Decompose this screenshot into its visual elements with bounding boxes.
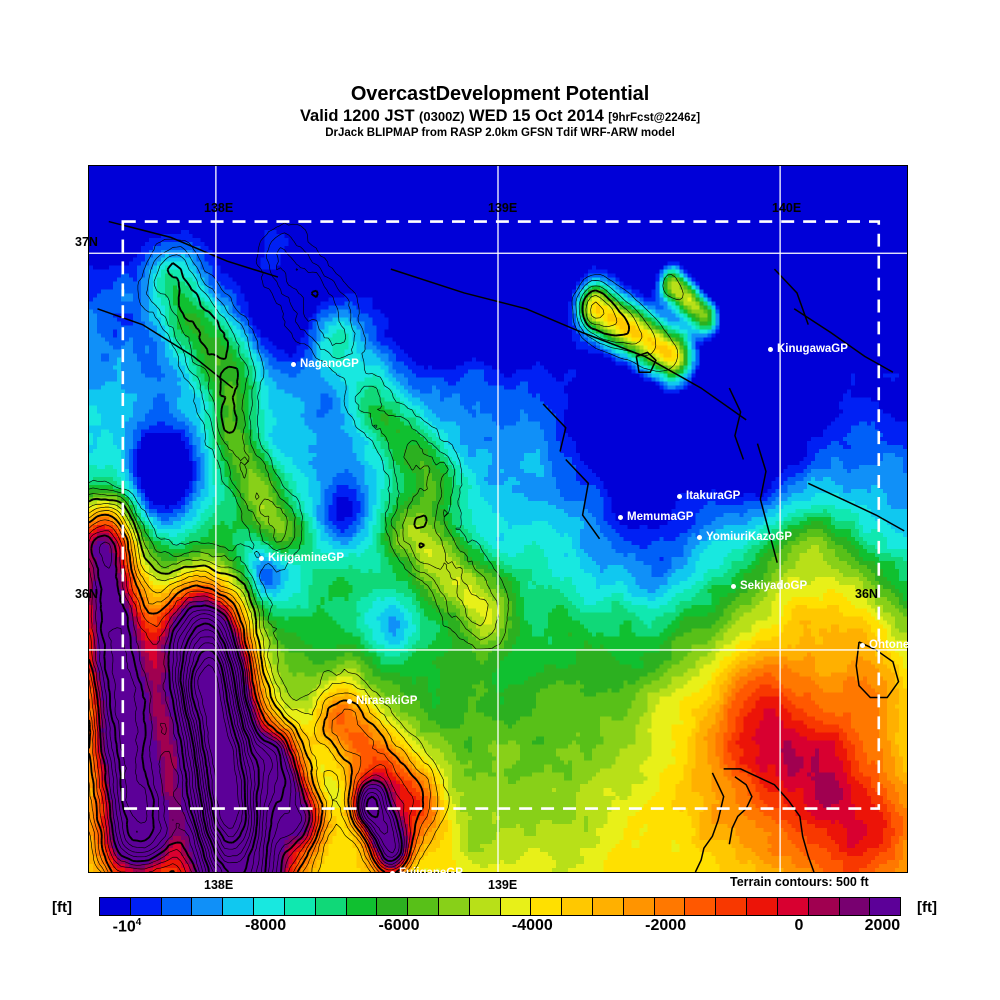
map-svg	[89, 166, 907, 872]
map-field-region	[89, 273, 907, 753]
coastline	[635, 351, 657, 373]
terrain-contour-major	[90, 534, 380, 872]
colorbar-swatch	[747, 898, 778, 915]
coastline	[756, 443, 778, 563]
valid-utc: (0300Z)	[419, 109, 465, 124]
terrain-contour-minor	[89, 222, 684, 872]
terrain-contour-major	[89, 262, 631, 872]
colorbar-swatch	[870, 898, 901, 915]
coastline	[728, 387, 745, 460]
map-field-region	[89, 253, 907, 645]
map-field-region	[89, 524, 896, 872]
terrain-contour-minor	[194, 656, 244, 838]
colorbar-swatch	[377, 898, 409, 915]
terrain-contour-major	[190, 649, 247, 844]
colorbar-swatch	[685, 898, 717, 915]
forecast-domain-box	[121, 220, 881, 810]
colorbar-tick: 0	[794, 917, 804, 934]
colorbar-swatch	[593, 898, 624, 915]
colorbar-swatch	[408, 898, 439, 915]
colorbar-swatch	[284, 898, 316, 915]
map-field-region	[89, 277, 907, 785]
colorbar-swatch	[346, 898, 378, 915]
coastline	[723, 768, 815, 872]
colorbar-tick: -8000	[245, 917, 287, 934]
forecast-tag: [9hrFcst@2246z]	[608, 112, 701, 124]
coastline	[773, 268, 809, 325]
colorbar-tick-min-base: -10	[112, 918, 136, 936]
coastline	[108, 220, 279, 278]
terrain-contour-minor	[89, 247, 643, 872]
map-canvas[interactable]	[88, 165, 908, 873]
colorbar-swatch	[223, 898, 255, 915]
terrain-contour-major	[179, 622, 260, 872]
terrain-contour-minor	[89, 524, 396, 872]
valid-time: Valid 1200 JST	[299, 107, 415, 125]
terrain-contour-minor	[89, 232, 657, 872]
coastline	[542, 403, 567, 452]
colorbar-tick-min-exponent: 4	[135, 917, 142, 928]
colorbar-swatch	[500, 898, 532, 915]
colorbar-swatch	[161, 898, 193, 915]
colorbar-swatch	[623, 898, 655, 915]
map-axis-tick: 138E	[204, 878, 234, 892]
colorbar-swatch	[192, 898, 224, 915]
colorbar-unit-left: [ft]	[52, 899, 72, 916]
terrain-contour-minor	[185, 636, 253, 857]
map-field-region	[89, 273, 907, 665]
title-block: OvercastDevelopment Potential Valid 1200…	[0, 84, 1000, 140]
colorbar-swatch	[254, 898, 285, 915]
terrain-contour-minor	[177, 618, 266, 872]
map-field-region	[89, 265, 907, 657]
colorbar-swatch	[654, 898, 686, 915]
colorbar-tick: 2000	[864, 917, 901, 934]
colorbar-swatch	[777, 898, 809, 915]
coastline	[807, 482, 905, 532]
colorbar-tick: -2000	[645, 917, 687, 934]
coastline	[97, 308, 234, 389]
map-axis-tick: 139E	[488, 878, 518, 892]
colorbar-swatch	[716, 898, 748, 915]
colorbar-unit-right: [ft]	[917, 899, 937, 916]
map-field-region	[89, 520, 904, 872]
colorbar-swatch	[130, 898, 162, 915]
terrain-contour-minor	[89, 301, 605, 872]
map-field-region	[89, 513, 907, 872]
valid-date: WED 15 Oct 2014	[469, 107, 604, 125]
terrain-contour-minor	[174, 613, 273, 872]
colorbar-swatch	[562, 898, 593, 915]
terrain-contour-note: Terrain contours: 500 ft	[730, 875, 869, 889]
colorbar-swatch	[438, 898, 470, 915]
coastline	[565, 458, 601, 540]
colorbar-swatch	[315, 898, 347, 915]
colorbar-swatch	[839, 898, 871, 915]
terrain-contour-minor	[89, 510, 405, 872]
colorbar-tick: -6000	[378, 917, 420, 934]
coastline	[694, 772, 725, 872]
coastline	[793, 308, 894, 373]
terrain-contour-minor	[182, 629, 256, 864]
colorbar-tick: -4000	[511, 917, 553, 934]
colorbar-swatch	[808, 898, 840, 915]
colorbar[interactable]	[99, 897, 901, 916]
terrain-contour-minor	[89, 519, 400, 872]
colorbar-swatch	[531, 898, 563, 915]
coastline	[855, 641, 900, 699]
terrain-contour-minor	[188, 642, 250, 850]
terrain-contour-minor	[98, 541, 279, 872]
colorbar-swatch	[100, 898, 131, 915]
valid-line: Valid 1200 JST (0300Z) WED 15 Oct 2014 […	[0, 108, 1000, 125]
page-title: OvercastDevelopment Potential	[350, 83, 650, 105]
colorbar-swatch	[469, 898, 501, 915]
terrain-contour-minor	[89, 530, 389, 872]
colorbar-tick-min: -104	[113, 917, 142, 936]
coastline	[390, 268, 747, 421]
model-credit: DrJack BLIPMAP from RASP 2.0km GFSN Tdif…	[325, 127, 675, 139]
